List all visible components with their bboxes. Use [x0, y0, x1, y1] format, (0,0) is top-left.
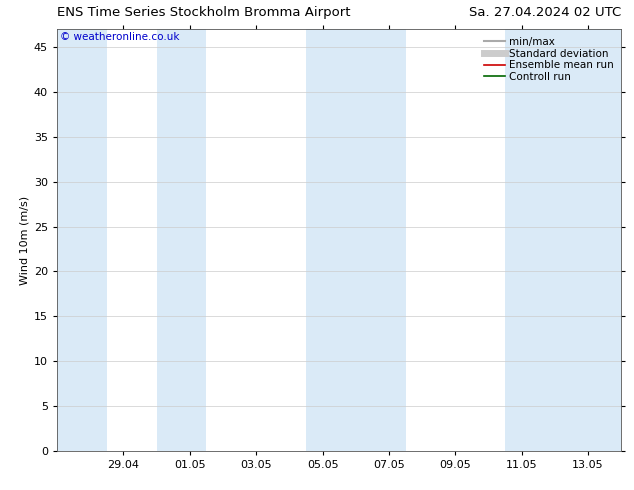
- Bar: [157, 29, 207, 451]
- Bar: [505, 29, 555, 451]
- Y-axis label: Wind 10m (m/s): Wind 10m (m/s): [20, 196, 30, 285]
- Text: ENS Time Series Stockholm Bromma Airport: ENS Time Series Stockholm Bromma Airport: [57, 6, 351, 19]
- Legend: min/max, Standard deviation, Ensemble mean run, Controll run: min/max, Standard deviation, Ensemble me…: [482, 35, 616, 84]
- Text: Sa. 27.04.2024 02 UTC: Sa. 27.04.2024 02 UTC: [469, 6, 621, 19]
- Bar: [555, 29, 621, 451]
- Bar: [57, 29, 107, 451]
- Bar: [306, 29, 356, 451]
- Text: © weatheronline.co.uk: © weatheronline.co.uk: [60, 31, 179, 42]
- Bar: [356, 29, 406, 451]
